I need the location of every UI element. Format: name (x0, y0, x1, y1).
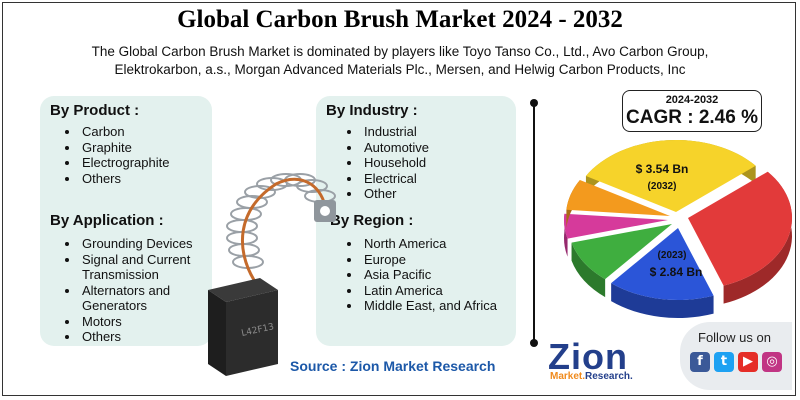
pie-value-2023: $ 2.84 Bn (649, 265, 703, 279)
by-region-item: Latin America (362, 283, 532, 299)
by-product-item: Others (80, 171, 169, 187)
left-panel (40, 96, 212, 346)
instagram-icon[interactable]: ◎ (762, 352, 782, 372)
by-product-list: CarbonGraphiteElectrographiteOthers (64, 124, 169, 186)
pie-year-2023: (2023) (657, 250, 687, 261)
cagr-period: 2024-2032 (665, 94, 719, 106)
by-application-item: Grounding Devices (80, 236, 220, 252)
by-industry-item: Electrical (362, 171, 429, 187)
market-pie-chart (564, 140, 792, 318)
page-title: Global Carbon Brush Market 2024 - 2032 (177, 6, 623, 33)
pink-wedge (564, 213, 668, 239)
zion-logo: Zion Market.Research. (548, 336, 644, 384)
blue-wedge (611, 228, 714, 300)
brand-word: Zion (548, 336, 628, 377)
pie-value-2032: $ 3.54 Bn (635, 162, 689, 176)
by-industry-item: Other (362, 186, 429, 202)
brand-sub-market: Market. (550, 371, 586, 382)
by-product-item: Carbon (80, 124, 169, 140)
follow-box: Follow us on f t ▶ ◎ (680, 322, 792, 390)
by-region-item: Europe (362, 252, 532, 268)
red-wedge (688, 171, 792, 286)
by-region-title: By Region : (330, 212, 414, 229)
red-wedge-side (723, 171, 792, 304)
by-product-item: Electrographite (80, 155, 169, 171)
twitter-icon[interactable]: t (714, 352, 734, 372)
cagr-value: CAGR : 2.46 % (626, 107, 758, 128)
green-wedge (571, 224, 672, 280)
source-text: Source : Zion Market Research (290, 358, 496, 374)
yellow-wedge (585, 140, 756, 212)
by-industry-item: Household (362, 155, 429, 171)
brand-sub: Market.Research. (550, 371, 633, 382)
by-region-item: Middle East, and Africa (362, 298, 532, 314)
blue-wedge-side (611, 283, 714, 318)
facebook-icon[interactable]: f (690, 352, 710, 372)
page-subtitle: The Global Carbon Brush Market is domina… (91, 44, 709, 77)
divider-line (530, 99, 538, 347)
by-product-title: By Product : (50, 102, 140, 119)
by-application-list: Grounding DevicesSignal and Current Tran… (64, 236, 220, 345)
by-application-item: Motors (80, 314, 220, 330)
carbon-brush-illustration: L42F13 (208, 173, 336, 376)
by-industry-list: IndustrialAutomotiveHouseholdElectricalO… (346, 124, 429, 202)
by-region-item: Asia Pacific (362, 267, 532, 283)
green-wedge-side (571, 242, 606, 298)
by-region-list: North AmericaEuropeAsia PacificLatin Ame… (346, 236, 532, 314)
by-region-item: North America (362, 236, 532, 252)
follow-label: Follow us on (698, 330, 771, 345)
by-application-title: By Application : (50, 212, 164, 229)
by-industry-item: Automotive (362, 140, 429, 156)
orange-wedge (566, 180, 670, 216)
by-product-item: Graphite (80, 140, 169, 156)
middle-panel (316, 96, 516, 346)
by-industry-item: Industrial (362, 124, 429, 140)
by-industry-title: By Industry : (326, 102, 418, 119)
by-application-item: Others (80, 329, 220, 345)
pink-wedge-side (564, 213, 568, 257)
by-application-item: Signal and Current Transmission (80, 252, 220, 283)
cagr-box: 2024-2032 CAGR : 2.46 % (622, 90, 762, 132)
brand-sub-research: Research. (585, 371, 633, 382)
image-frame (2, 2, 796, 396)
by-application-item: Alternators and Generators (80, 283, 220, 314)
youtube-icon[interactable]: ▶ (738, 352, 758, 372)
pie-year-2032: (2032) (647, 181, 677, 192)
